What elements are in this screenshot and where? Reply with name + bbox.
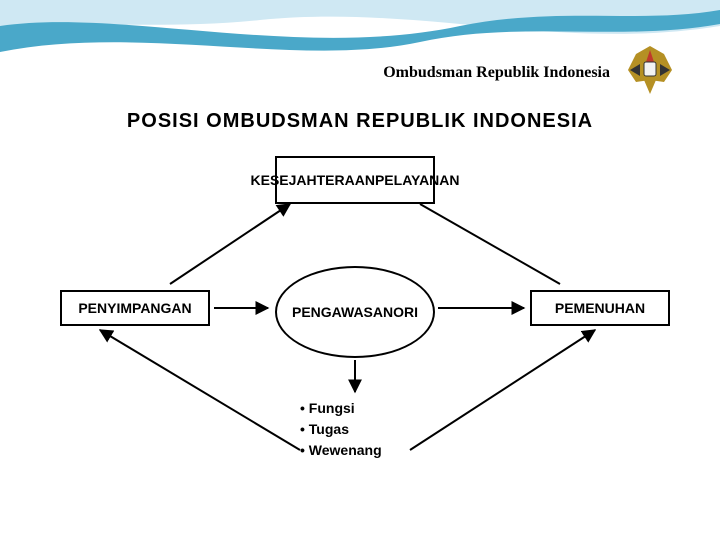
node-penyimpangan: PENYIMPANGAN: [60, 290, 210, 326]
bullet-item: Wewenang: [300, 440, 382, 461]
edge-bottom-right: [410, 330, 595, 450]
edge-top-left: [170, 204, 290, 284]
node-kesejahteraan: KESEJAHTERAANPELAYANAN: [275, 156, 435, 204]
edge-bottom-left: [100, 330, 300, 450]
edge-top-right: [420, 204, 560, 284]
bullet-item: Tugas: [300, 419, 382, 440]
bullet-item: Fungsi: [300, 398, 382, 419]
node-pengawasan-ori: PENGAWASANORI: [275, 266, 435, 358]
garuda-emblem-icon: [620, 40, 680, 100]
slide-title: POSISI OMBUDSMAN REPUBLIK INDONESIA: [0, 110, 720, 133]
header-org-label: Ombudsman Republik Indonesia: [320, 64, 610, 82]
bullet-list: FungsiTugasWewenang: [300, 398, 382, 461]
slide-stage: Ombudsman Republik Indonesia POSISI OMBU…: [0, 0, 720, 540]
node-pemenuhan: PEMENUHAN: [530, 290, 670, 326]
